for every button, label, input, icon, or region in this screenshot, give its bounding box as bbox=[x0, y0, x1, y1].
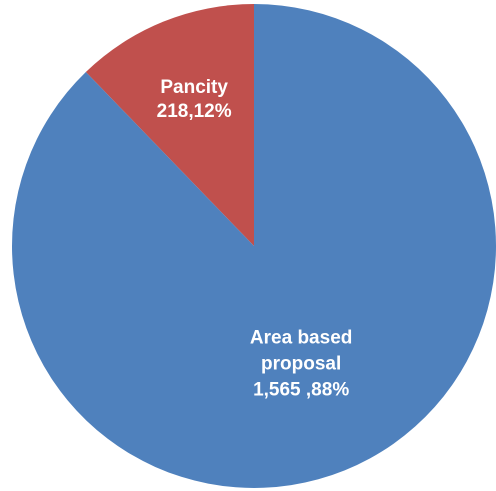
pie-slice-pancity bbox=[85, 4, 254, 246]
data-label-area-based-proposal: Area based proposal 1,565 ,88% bbox=[250, 328, 352, 401]
data-label-line: proposal bbox=[261, 354, 341, 375]
data-label-pancity: Pancity 218,12% bbox=[157, 77, 232, 122]
data-label-line: 218,12% bbox=[157, 101, 232, 122]
data-label-line: 1,565 ,88% bbox=[253, 380, 349, 401]
pie-slice-area-based-proposal bbox=[12, 4, 496, 488]
pie-slices bbox=[12, 4, 496, 488]
data-label-line: Pancity bbox=[160, 77, 228, 98]
pie-labels: Pancity 218,12% Area based proposal 1,565 ,8… bbox=[157, 77, 353, 401]
data-label-line: Area based bbox=[250, 328, 352, 349]
